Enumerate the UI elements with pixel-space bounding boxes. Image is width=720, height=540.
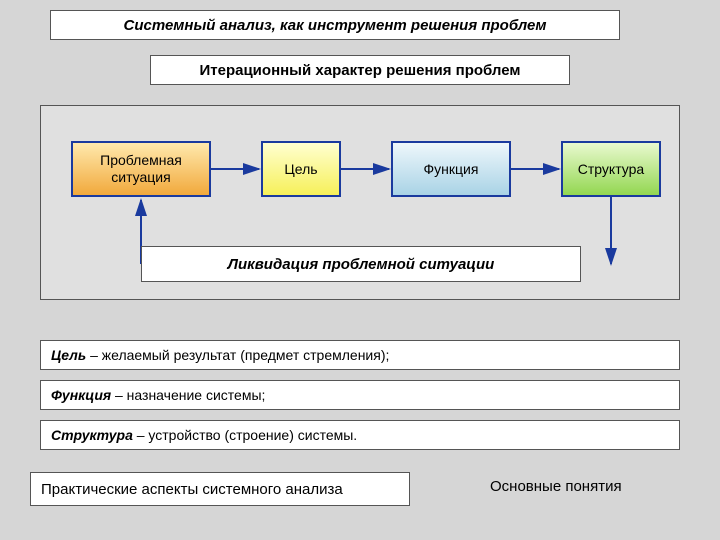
definition-structure: Структура – устройство (строение) систем… bbox=[40, 420, 680, 450]
page-title: Системный анализ, как инструмент решения… bbox=[50, 10, 620, 40]
term-text: – назначение системы; bbox=[111, 387, 265, 403]
node-problem-situation: Проблемнаяситуация bbox=[71, 141, 211, 197]
diagram-container: Проблемнаяситуация Цель Функция Структур… bbox=[40, 105, 680, 300]
node-structure: Структура bbox=[561, 141, 661, 197]
term: Цель bbox=[51, 347, 86, 363]
term: Структура bbox=[51, 427, 133, 443]
page-subtitle: Итерационный характер решения проблем bbox=[150, 55, 570, 85]
term: Функция bbox=[51, 387, 111, 403]
term-text: – устройство (строение) системы. bbox=[133, 427, 357, 443]
node-goal: Цель bbox=[261, 141, 341, 197]
definition-function: Функция – назначение системы; bbox=[40, 380, 680, 410]
footer-concepts: Основные понятия bbox=[490, 478, 622, 495]
footer-practical-aspects: Практические аспекты системного анализа bbox=[30, 472, 410, 506]
liquidation-box: Ликвидация проблемной ситуации bbox=[141, 246, 581, 282]
node-function: Функция bbox=[391, 141, 511, 197]
term-text: – желаемый результат (предмет стремления… bbox=[86, 347, 389, 363]
definition-goal: Цель – желаемый результат (предмет стрем… bbox=[40, 340, 680, 370]
